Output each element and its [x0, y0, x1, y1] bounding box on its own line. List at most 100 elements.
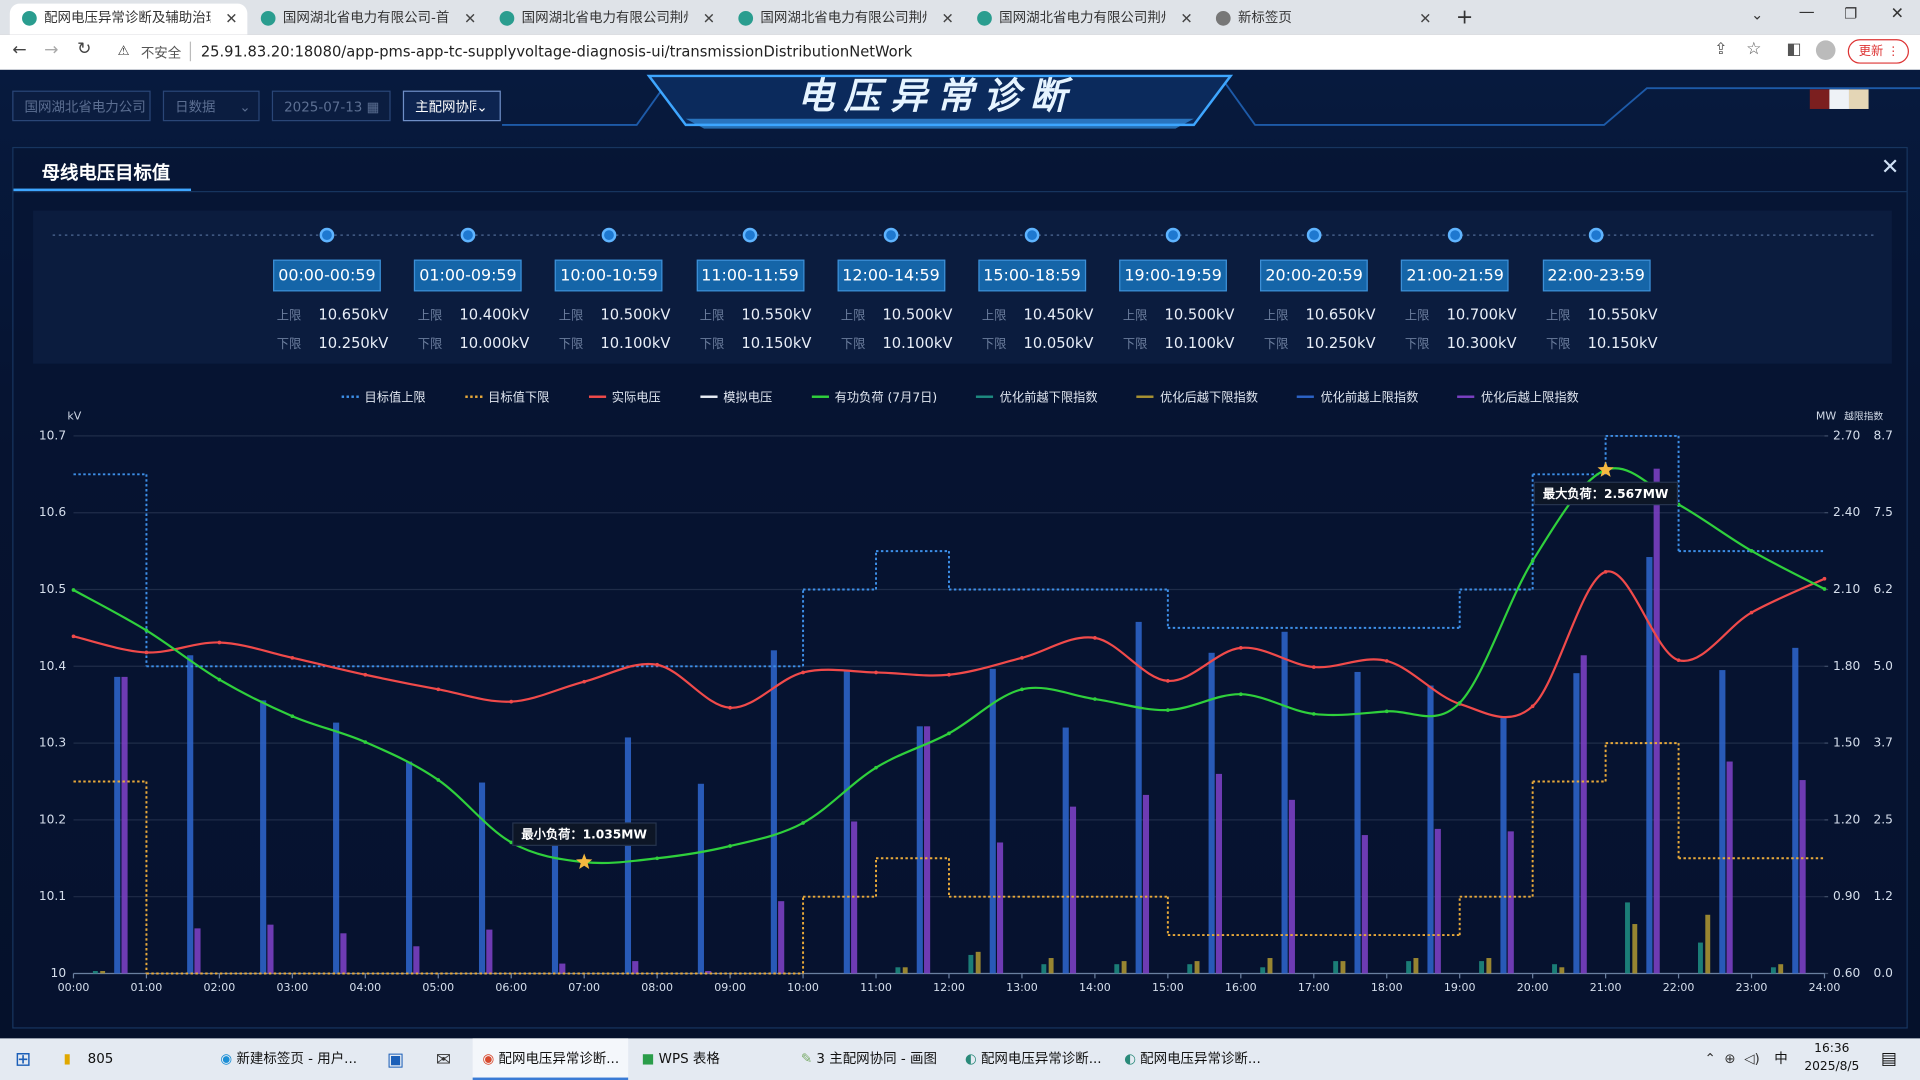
legend-item[interactable]: 优化前越下限指数 — [976, 387, 1098, 405]
clock-date[interactable]: 2025/8/5 — [1804, 1060, 1860, 1074]
legend-item[interactable]: 优化后越下限指数 — [1136, 387, 1258, 406]
bar — [916, 726, 923, 974]
legend-item[interactable]: 优化后越上限指数 — [1457, 387, 1579, 405]
x-tick-label: 07:00 — [568, 981, 600, 994]
limit-value: 10.250kV — [1305, 334, 1376, 352]
legend-item[interactable]: 有功负荷 (7月7日) — [811, 387, 937, 405]
profile-icon[interactable] — [1815, 40, 1836, 60]
update-label: 更新 — [1858, 45, 1884, 59]
tab-close[interactable]: ✕ — [941, 9, 954, 27]
tray-icons[interactable]: ⌃ ⊕ ◁) — [1704, 1050, 1760, 1067]
update-button[interactable]: 更新 ⋮ — [1847, 39, 1909, 64]
back-button[interactable]: ← — [12, 40, 27, 60]
x-tick-label: 09:00 — [714, 981, 746, 994]
security-label[interactable]: 不安全 — [140, 45, 182, 62]
filter-select[interactable]: 主配网协同⌄ — [402, 90, 501, 122]
url[interactable]: 25.91.83.20:18080/app-pms-app-tc-supplyv… — [200, 42, 913, 60]
sidebar-icon[interactable]: ◧ — [1786, 40, 1802, 59]
date-picker[interactable]: 2025-07-13 ▦ — [271, 90, 391, 122]
tab-search[interactable]: ⌄ — [1751, 6, 1764, 24]
share-icon[interactable]: ⇪ — [1714, 40, 1728, 59]
legend-item[interactable]: 模拟电压 — [699, 387, 772, 405]
minimize[interactable]: — — [1798, 3, 1815, 23]
new-tab-button[interactable]: + — [1455, 4, 1474, 30]
limit-label: 下限 — [699, 337, 725, 352]
upper-limit: 上限 10.550kV — [700, 305, 812, 323]
tab[interactable]: 配网电压异常诊断及辅助治理 ✕ — [9, 3, 248, 35]
close-window[interactable]: ✕ — [1890, 4, 1904, 24]
bar — [996, 842, 1004, 974]
bar — [1281, 631, 1288, 974]
tab[interactable]: 国网湖北省电力有限公司荆州供电 ✕ — [965, 4, 1203, 35]
point — [1020, 656, 1024, 660]
taskbar-item[interactable]: ✎ 3 主配网协同 - 画图 — [800, 1050, 937, 1067]
bar — [486, 929, 493, 974]
clock-time[interactable]: 16:36 — [1814, 1042, 1850, 1056]
y3-tick-label: 2.5 — [1873, 812, 1892, 826]
point — [1238, 646, 1243, 650]
taskbar-item[interactable]: ◐ 配网电压异常诊断... — [964, 1050, 1102, 1067]
y2-tick-label: 1.80 — [1833, 659, 1860, 673]
notification-icon[interactable]: ▤ — [1880, 1049, 1898, 1069]
tab[interactable]: 国网湖北省电力有限公司荆州供电 ✕ — [726, 4, 964, 35]
limit-label: 上限 — [1545, 309, 1571, 324]
close-panel[interactable]: ✕ — [1880, 154, 1900, 180]
timeline-dot — [1024, 227, 1040, 243]
tab[interactable]: 新标签页 ✕ — [1204, 4, 1442, 35]
lower-limit: 下限 10.150kV — [1546, 333, 1658, 351]
tab-icon — [977, 11, 992, 26]
ime-indicator[interactable]: 中 — [1774, 1050, 1788, 1067]
restore[interactable]: ❐ — [1844, 4, 1858, 23]
point — [728, 705, 732, 710]
bookmark-icon[interactable]: ☆ — [1746, 39, 1762, 59]
limit-label: 上限 — [981, 309, 1007, 324]
tab-bar: 配网电压异常诊断及辅助治理 ✕ 国网湖北省电力有限公司-首页 ✕ 国网湖北省电力有限… — [0, 0, 1920, 35]
tab-icon — [1215, 11, 1231, 26]
taskbar-item[interactable]: ■ WPS 表格 — [641, 1050, 720, 1067]
legend-item[interactable]: 优化前越上限指数 — [1297, 387, 1418, 405]
color-swatch[interactable] — [1829, 89, 1849, 109]
color-swatch[interactable] — [1809, 89, 1830, 109]
start-button[interactable]: ⊞ — [14, 1046, 32, 1071]
bar — [1705, 914, 1711, 974]
timeline-dot — [1165, 227, 1181, 243]
tab-title: 国网湖北省电力有限公司荆州供电 — [760, 9, 927, 26]
load-star — [576, 853, 593, 870]
bar — [1770, 967, 1776, 974]
taskbar-item[interactable]: ◉ 新建标签页 - 用户... — [220, 1050, 358, 1067]
tab-close[interactable]: ✕ — [1180, 9, 1193, 27]
legend-item[interactable]: 目标值下限 — [464, 387, 549, 405]
legend-item[interactable]: 实际电压 — [588, 387, 661, 405]
filter-value: 主配网协同 — [415, 99, 477, 116]
tab[interactable]: 国网湖北省电力有限公司-首页 ✕ — [249, 4, 487, 35]
bar — [92, 970, 98, 974]
tab-close[interactable]: ✕ — [464, 9, 477, 27]
limit-label: 上限 — [1122, 309, 1148, 324]
filter-select[interactable]: 日数据 ⌄ — [162, 90, 260, 122]
timeline-dot — [1447, 227, 1463, 243]
chart: kV MW 越限指数 10 10.1 10.2 10.3 10.4 10.5 10.6 10.… — [39, 227, 1893, 994]
period-card: 15:00-18:59 — [978, 259, 1086, 292]
tab-close[interactable]: ✕ — [1419, 9, 1432, 27]
bar — [194, 928, 201, 974]
taskbar: ⊞ ▮ 805 ◉ 新建标签页 - 用户... ▣ ✉ ◉ 配网电压异常诊断..… — [0, 1038, 1920, 1080]
legend-label: 优化后越下限指数 — [1160, 391, 1258, 406]
legend-item[interactable]: 目标值上限 — [341, 387, 426, 405]
store-icon[interactable]: ▣ — [386, 1048, 405, 1071]
forward-button[interactable]: → — [44, 40, 59, 60]
tab-close[interactable]: ✕ — [702, 9, 716, 27]
dashboard-title: 电压异常诊断 — [797, 74, 1076, 117]
reload-button[interactable]: ↻ — [77, 39, 92, 59]
legend-swatch — [464, 394, 483, 398]
color-swatch[interactable] — [1848, 89, 1869, 109]
taskbar-item[interactable]: ◐ 配网电压异常诊断... — [1124, 1050, 1261, 1067]
bar — [778, 901, 785, 974]
taskbar-item-active[interactable]: ◉ 配网电压异常诊断... — [472, 1038, 629, 1080]
tab[interactable]: 国网湖北省电力有限公司荆州供电 ✕ — [487, 4, 725, 35]
taskbar-item[interactable]: ▮ 805 — [63, 1050, 114, 1067]
filter-select[interactable]: 国网湖北省电力公司 — [12, 90, 151, 122]
point — [801, 821, 805, 825]
mail-icon[interactable]: ✉ — [435, 1048, 452, 1071]
point — [436, 687, 441, 692]
tab-close[interactable]: ✕ — [225, 9, 238, 27]
